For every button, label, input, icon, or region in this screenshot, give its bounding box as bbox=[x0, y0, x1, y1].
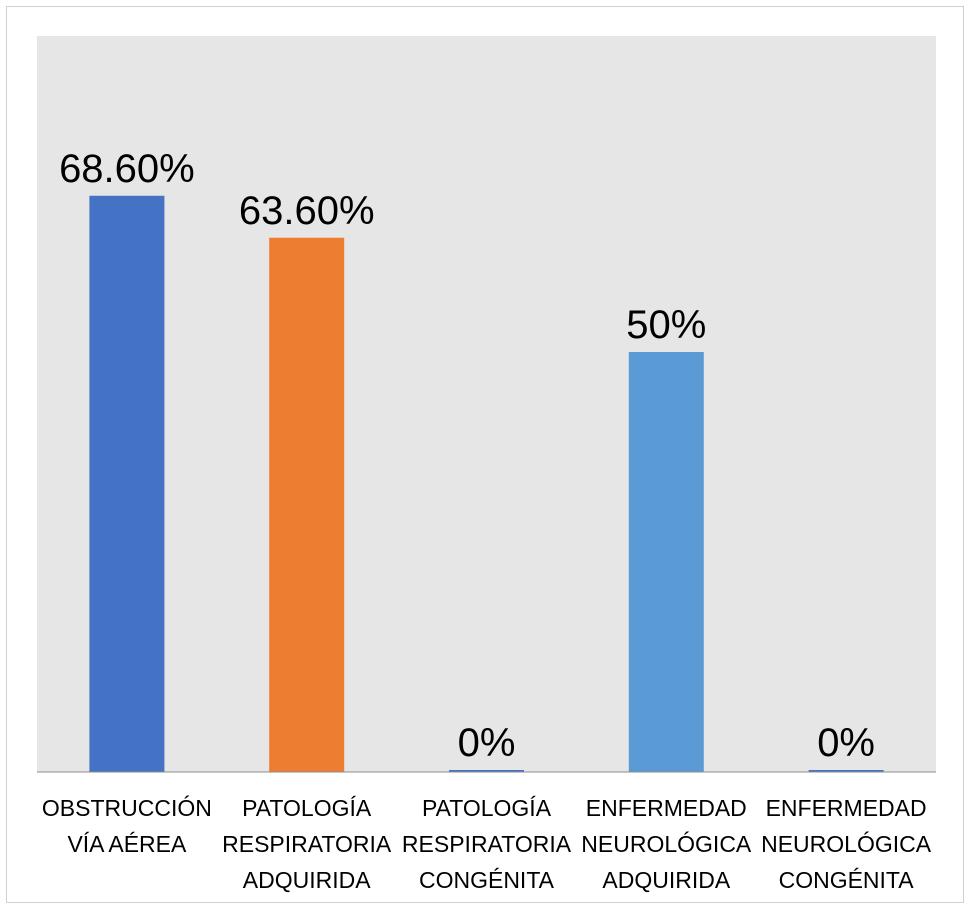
category-label-5: ENFERMEDAD NEUROLÓGICA CONGÉNITA bbox=[761, 795, 932, 893]
value-label-1: 68.60% bbox=[59, 147, 195, 191]
value-label-4: 50% bbox=[626, 303, 706, 347]
bar-4 bbox=[628, 352, 704, 772]
value-label-2: 63.60% bbox=[239, 189, 375, 233]
bar-chart: 68.60% 63.60% 0% 50% 0% OBSTRUCCIÓN VÍA AÉREA… bbox=[37, 36, 936, 893]
category-label-3: PATOLOGÍA RESPIRATORIA CONGÉNITA bbox=[402, 795, 572, 893]
category-label-2: PATOLOGÍA RESPIRATORIA ADQUIRIDA bbox=[222, 795, 392, 893]
value-label-3: 0% bbox=[458, 721, 516, 765]
chart-frame: 68.60% 63.60% 0% 50% 0% OBSTRUCCIÓN VÍA AÉREA… bbox=[6, 6, 964, 903]
category-label-4: ENFERMEDAD NEUROLÓGICA ADQUIRIDA bbox=[581, 795, 752, 893]
plot-area bbox=[37, 36, 936, 772]
bar-2 bbox=[269, 237, 345, 772]
category-label-1: OBSTRUCCIÓN VÍA AÉREA bbox=[42, 795, 212, 857]
bars-group bbox=[89, 195, 884, 772]
value-label-5: 0% bbox=[817, 721, 875, 765]
bar-1 bbox=[89, 195, 165, 772]
bar-5 bbox=[808, 770, 884, 772]
bar-3 bbox=[449, 770, 524, 772]
value-labels-group: 68.60% 63.60% 0% 50% 0% bbox=[59, 147, 875, 765]
